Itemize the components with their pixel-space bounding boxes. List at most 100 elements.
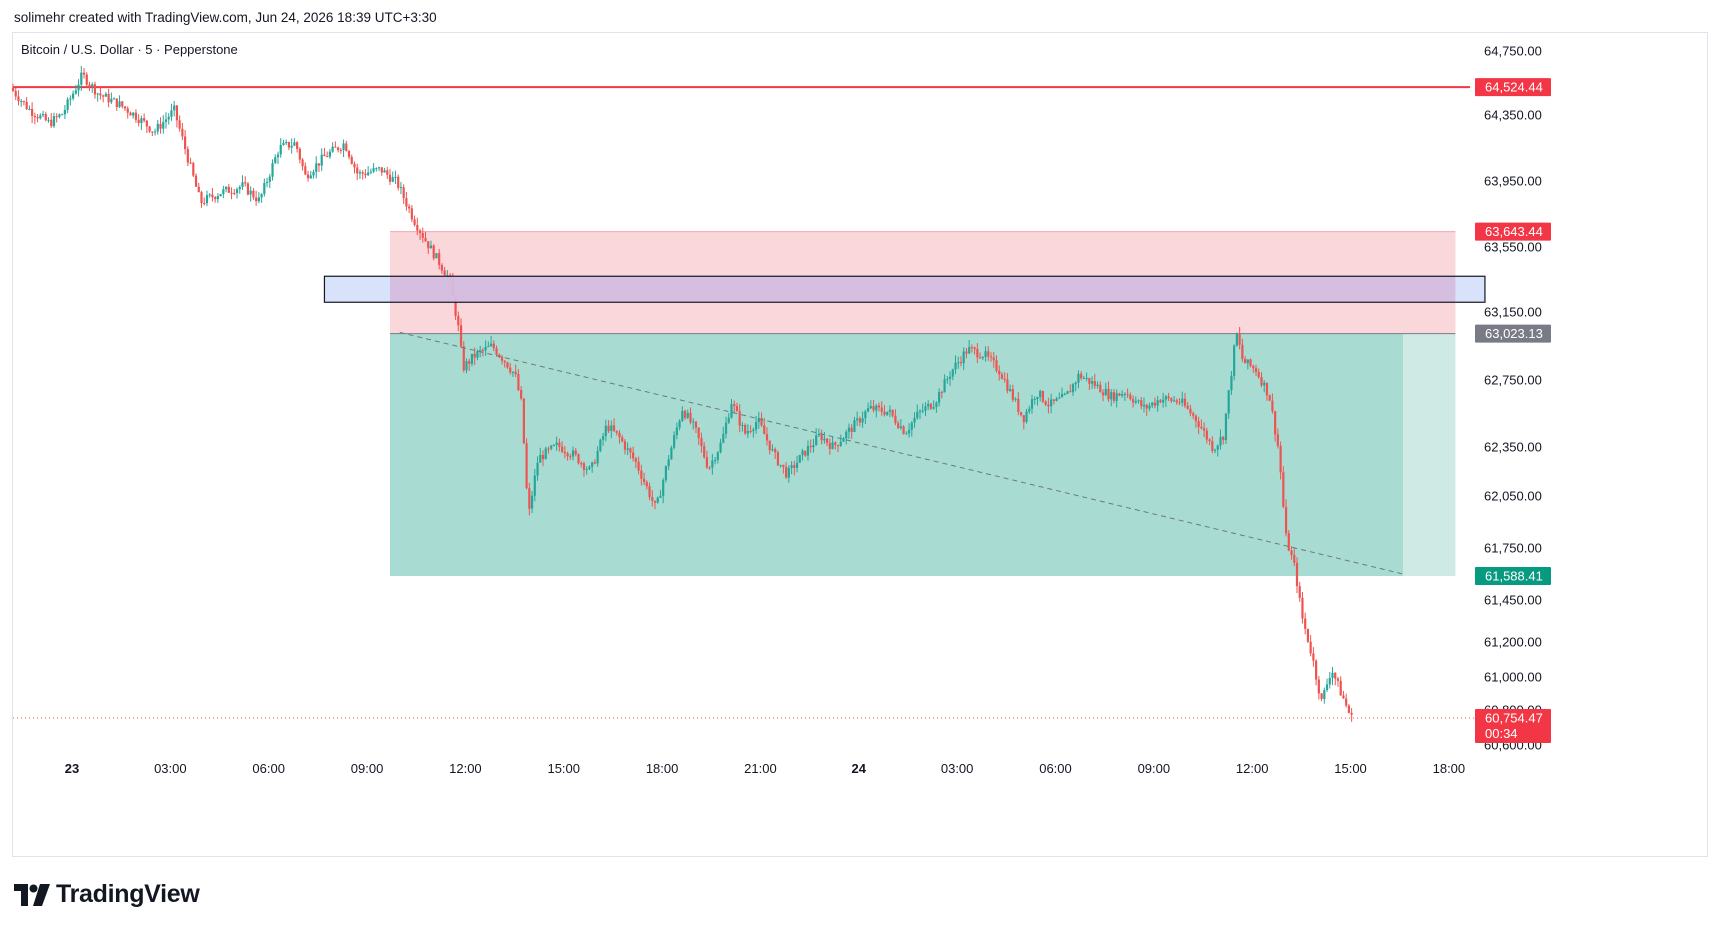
candle-body xyxy=(752,429,755,432)
candle-body xyxy=(757,418,760,423)
candle-body xyxy=(457,316,460,326)
candle-body xyxy=(219,194,222,197)
candle-body xyxy=(1088,377,1091,384)
entry-price-label-bg xyxy=(1475,324,1551,343)
candle-body xyxy=(372,168,375,172)
candle-body xyxy=(831,442,834,449)
candle-body xyxy=(1011,389,1014,400)
candle-body xyxy=(301,159,304,167)
candle-body xyxy=(500,356,504,361)
candle-body xyxy=(940,392,943,394)
candle-body xyxy=(834,442,837,446)
candle-body xyxy=(907,429,911,434)
candle-body xyxy=(276,154,280,158)
candle-body xyxy=(328,151,332,157)
candle-body xyxy=(244,182,247,184)
candle-body xyxy=(1006,379,1009,391)
candle-body xyxy=(397,176,400,188)
x-tick-label: 18:00 xyxy=(1433,761,1466,776)
candle-body xyxy=(612,425,616,431)
candle-body xyxy=(1044,401,1047,405)
candle-body xyxy=(377,167,381,169)
candle-body xyxy=(528,488,531,509)
candle-body xyxy=(1129,394,1132,400)
candle-body xyxy=(776,452,780,466)
x-axis: 23 03:00 06:00 09:00 12:00 15:00 18:00 21:00 24 0… xyxy=(65,761,1465,776)
candle-body xyxy=(1112,392,1116,401)
candle-body xyxy=(703,446,706,458)
candle-body xyxy=(492,343,495,349)
candle-body xyxy=(1115,393,1118,401)
candle-body xyxy=(591,462,594,467)
candle-body xyxy=(853,420,856,432)
candle-body xyxy=(891,409,894,416)
zone-box-overlap xyxy=(390,276,1456,303)
candle-body xyxy=(913,417,916,423)
candle-body xyxy=(388,174,392,182)
candle-body xyxy=(517,373,520,391)
candle-body xyxy=(1123,394,1126,396)
candle-body xyxy=(1003,378,1006,380)
candle-body xyxy=(921,410,924,412)
candle-body xyxy=(132,112,135,116)
y-tick-label: 61,750.00 xyxy=(1484,541,1542,556)
candle-body xyxy=(978,357,982,359)
candle-body xyxy=(626,448,629,450)
candle-body xyxy=(787,467,790,478)
candle-body xyxy=(252,190,255,198)
candle-body xyxy=(503,360,506,363)
candle-body xyxy=(1164,396,1167,400)
candle-body xyxy=(968,347,971,354)
candle-body xyxy=(361,172,364,174)
candle-body xyxy=(1290,550,1293,555)
candle-body xyxy=(1345,698,1348,706)
candle-body xyxy=(203,202,206,204)
last-price-label-countdown: 00:34 xyxy=(1485,726,1518,741)
last-price-label-bg xyxy=(1475,708,1551,743)
candle-body xyxy=(823,438,826,441)
candle-body xyxy=(1039,390,1042,398)
candle-body xyxy=(246,183,250,195)
zone-box-left xyxy=(324,276,391,303)
candle-body xyxy=(793,465,796,468)
candle-body xyxy=(929,403,933,409)
candle-body xyxy=(153,131,157,133)
candle-body xyxy=(380,167,383,173)
candle-body xyxy=(1219,436,1222,446)
stop-price-label-bg xyxy=(1475,222,1551,241)
candle-body xyxy=(1030,399,1034,409)
candle-body xyxy=(1047,404,1050,407)
candle-body xyxy=(1019,411,1023,416)
candle-body xyxy=(69,98,72,100)
candle-body xyxy=(55,116,58,118)
candle-body xyxy=(1287,533,1290,551)
candle-body xyxy=(869,406,872,409)
candle-body xyxy=(358,172,362,174)
candle-body xyxy=(1167,396,1170,399)
candle-body xyxy=(599,439,602,451)
candle-body xyxy=(249,190,252,195)
candle-body xyxy=(689,412,692,423)
candle-body xyxy=(536,462,539,476)
candle-body xyxy=(1342,695,1345,699)
candle-body xyxy=(1238,333,1241,345)
candle-body xyxy=(1200,426,1203,429)
candle-body xyxy=(386,170,389,175)
candle-body xyxy=(427,241,430,249)
candle-body xyxy=(80,72,83,85)
candle-body xyxy=(1235,333,1238,346)
candle-body xyxy=(241,182,244,187)
candle-body xyxy=(323,154,326,157)
candle-body xyxy=(74,90,77,94)
candle-body xyxy=(883,411,886,415)
candle-body xyxy=(487,346,490,348)
candle-body xyxy=(148,126,151,132)
candle-body xyxy=(555,442,558,445)
tradingview-logo[interactable]: TradingView xyxy=(14,880,200,909)
candle-body xyxy=(1243,359,1247,364)
candle-body xyxy=(981,357,984,359)
candle-body xyxy=(309,175,312,179)
candle-body xyxy=(763,425,766,435)
candle-body xyxy=(722,433,725,443)
